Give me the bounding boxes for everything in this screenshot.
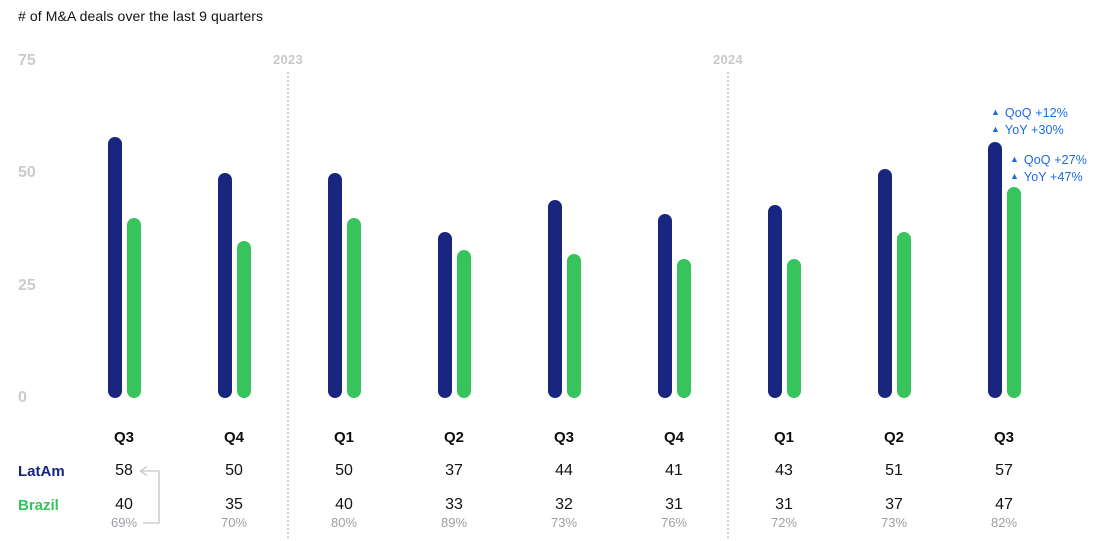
- cell-ratio-3: 80%: [330, 515, 358, 530]
- cell-brazil-9: 47: [995, 496, 1013, 513]
- cell-latam-9: 57: [995, 462, 1013, 479]
- bar-brazil-8-q2: [897, 231, 911, 398]
- cell-brazil-5: 32: [555, 496, 573, 513]
- cell-latam-2: 50: [225, 462, 243, 479]
- cell-latam-5: 44: [555, 462, 573, 479]
- chart-title: # of M&A deals over the last 9 quarters: [18, 8, 264, 24]
- cell-ratio-7: 72%: [770, 515, 798, 530]
- cell-latam-7: 43: [775, 462, 793, 479]
- cell-ratio-5: 73%: [550, 515, 578, 530]
- bar-latam-4-q2: [438, 231, 452, 398]
- quarter-label-9-q3: Q3: [993, 429, 1014, 446]
- bar-latam-7-q1: [768, 204, 782, 398]
- quarter-label-3-q1: Q1: [333, 429, 354, 446]
- bar-latam-8-q2: [878, 168, 892, 398]
- cell-latam-4: 37: [445, 462, 463, 479]
- y-tick-75: 75: [18, 51, 36, 69]
- cell-brazil-1: 40: [115, 496, 133, 513]
- annotation-line: ▲ YoY +30%: [991, 121, 1068, 138]
- quarter-label-4-q2: Q2: [443, 429, 464, 446]
- cell-latam-1: 58: [115, 462, 133, 479]
- cell-brazil-4: 33: [445, 496, 463, 513]
- quarter-label-6-q4: Q4: [663, 429, 684, 446]
- annotation-latam: ▲ QoQ +12% ▲ YoY +30%: [991, 104, 1068, 138]
- annotation-line: ▲ QoQ +12%: [991, 104, 1068, 121]
- year-label-2024: 2024: [712, 52, 744, 67]
- quarter-label-5-q3: Q3: [553, 429, 574, 446]
- cell-ratio-2: 70%: [220, 515, 248, 530]
- cell-ratio-4: 89%: [440, 515, 468, 530]
- bar-latam-2-q4: [218, 173, 232, 398]
- bar-brazil-7-q1: [787, 258, 801, 398]
- cell-brazil-8: 37: [885, 496, 903, 513]
- bar-latam-1-q3: [108, 137, 122, 398]
- annotation-text: QoQ +27%: [1023, 152, 1087, 167]
- y-tick-0: 0: [18, 389, 27, 406]
- up-triangle-icon: ▲: [991, 124, 1000, 134]
- up-triangle-icon: ▲: [1010, 154, 1019, 164]
- quarter-label-1-q3: Q3: [113, 429, 134, 446]
- quarter-label-7-q1: Q1: [773, 429, 794, 446]
- up-triangle-icon: ▲: [1010, 171, 1019, 181]
- bar-latam-6-q4: [658, 213, 672, 398]
- bar-brazil-5-q3: [567, 254, 581, 398]
- bar-brazil-4-q2: [457, 249, 471, 398]
- annotation-line: ▲ QoQ +27%: [1010, 151, 1087, 168]
- cell-brazil-6: 31: [665, 496, 683, 513]
- cell-brazil-3: 40: [335, 496, 353, 513]
- annotation-brazil: ▲ QoQ +27% ▲ YoY +47%: [1010, 151, 1087, 185]
- cell-brazil-2: 35: [225, 496, 243, 513]
- year-divider-2023: [287, 72, 289, 538]
- year-label-2023: 2023: [272, 52, 304, 67]
- annotation-text: YoY +30%: [1004, 122, 1064, 137]
- row-label-brazil: Brazil: [18, 497, 59, 514]
- cell-ratio-8: 73%: [880, 515, 908, 530]
- row-label-latam: LatAm: [18, 463, 65, 480]
- cell-ratio-9: 82%: [990, 515, 1018, 530]
- y-tick-25: 25: [18, 276, 36, 294]
- cell-latam-8: 51: [885, 462, 903, 479]
- year-divider-2024: [727, 72, 729, 538]
- bar-latam-5-q3: [548, 200, 562, 398]
- y-tick-50: 50: [18, 164, 36, 181]
- annotation-text: YoY +47%: [1023, 169, 1083, 184]
- bar-latam-9-q3: [988, 141, 1002, 398]
- bar-brazil-3-q1: [347, 218, 361, 398]
- bar-brazil-1-q3: [127, 218, 141, 398]
- cell-ratio-6: 76%: [660, 515, 688, 530]
- bar-latam-3-q1: [328, 173, 342, 398]
- annotation-line: ▲ YoY +47%: [1010, 168, 1087, 185]
- up-triangle-icon: ▲: [991, 107, 1000, 117]
- bar-brazil-2-q4: [237, 240, 251, 398]
- bar-brazil-9-q3: [1007, 186, 1021, 398]
- cell-brazil-7: 31: [775, 496, 793, 513]
- quarter-label-8-q2: Q2: [883, 429, 904, 446]
- cell-ratio-1: 69%: [110, 515, 138, 530]
- bar-brazil-6-q4: [677, 258, 691, 398]
- annotation-text: QoQ +12%: [1004, 105, 1068, 120]
- quarter-label-2-q4: Q4: [223, 429, 244, 446]
- cell-latam-6: 41: [665, 462, 683, 479]
- cell-latam-3: 50: [335, 462, 353, 479]
